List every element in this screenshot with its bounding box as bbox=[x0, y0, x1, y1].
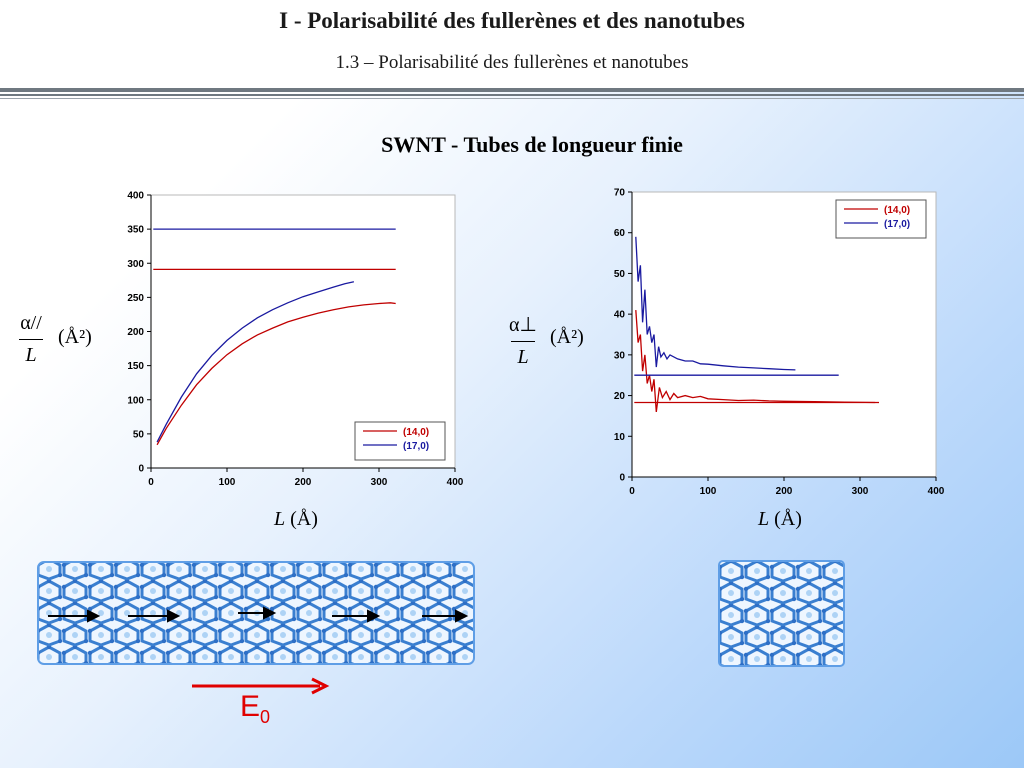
short-nanotube-image bbox=[718, 560, 845, 667]
y-tick-label: 50 bbox=[614, 269, 626, 280]
y-tick-label: 0 bbox=[138, 464, 144, 475]
plot-area bbox=[631, 191, 937, 478]
field-arrow-icon bbox=[192, 677, 330, 695]
slide-subtitle: 1.3 – Polarisabilité des fullerènes et n… bbox=[335, 52, 689, 73]
y-tick-label: 100 bbox=[127, 395, 144, 406]
x-tick-label: 300 bbox=[852, 486, 869, 497]
chart-alpha-perpendicular: 0 10 20 30 40 50 60 70 0 100 200 300 400 (14,0) (17,0) bbox=[614, 188, 945, 498]
y-tick-label: 350 bbox=[127, 225, 144, 236]
header-divider bbox=[0, 88, 1024, 92]
y-tick-label: 10 bbox=[614, 432, 626, 443]
x-tick-label: 200 bbox=[776, 486, 793, 497]
slide-title: I - Polarisabilité des fullerènes et des… bbox=[279, 8, 745, 33]
y-tick-label: 30 bbox=[614, 350, 626, 361]
series-line-(14,0) bbox=[635, 310, 876, 412]
header-divider bbox=[0, 98, 1024, 99]
long-nanotube-image bbox=[37, 561, 475, 665]
y-tick-label: 60 bbox=[614, 228, 626, 239]
legend-label: (14,0) bbox=[403, 427, 429, 438]
right-y-axis-label: α⊥ L (Å²) bbox=[508, 312, 608, 382]
x-axis-label-right: L (Å) bbox=[758, 508, 802, 530]
series-line-(14,0) bbox=[156, 302, 396, 446]
y-tick-label: 50 bbox=[133, 429, 145, 440]
x-tick-label: 200 bbox=[295, 477, 312, 488]
y-tick-label: 200 bbox=[127, 327, 144, 338]
y-tick-label: 20 bbox=[614, 391, 626, 402]
y-label-numerator: α⊥ bbox=[509, 314, 537, 336]
legend-label: (17,0) bbox=[403, 441, 429, 452]
slide-header: I - Polarisabilité des fullerènes et des… bbox=[0, 0, 1024, 99]
legend-box bbox=[835, 199, 927, 239]
y-label-denominator: L bbox=[517, 346, 529, 368]
series-line-(17,0) bbox=[156, 281, 355, 443]
y-tick-label: 150 bbox=[127, 361, 144, 372]
x-tick-label: 0 bbox=[629, 486, 635, 497]
y-tick-label: 250 bbox=[127, 293, 144, 304]
section-title: SWNT - Tubes de longueur finie bbox=[381, 132, 683, 157]
field-label: E0 bbox=[240, 690, 271, 727]
y-tick-label: 400 bbox=[127, 191, 144, 202]
chart-alpha-parallel: 0 50 100 150 200 250 300 350 400 0 100 200 300 400 (14… bbox=[127, 191, 464, 489]
legend-label: (14,0) bbox=[884, 205, 910, 216]
x-axis-label-left: L (Å) bbox=[274, 508, 318, 530]
y-tick-label: 70 bbox=[614, 188, 626, 199]
y-label-numerator: α// bbox=[20, 312, 42, 334]
x-tick-label: 300 bbox=[371, 477, 388, 488]
legend-label: (17,0) bbox=[884, 219, 910, 230]
x-tick-label: 100 bbox=[219, 477, 236, 488]
y-tick-label: 0 bbox=[619, 473, 625, 484]
series-line-(17,0) bbox=[635, 236, 796, 371]
legend-box bbox=[354, 421, 446, 461]
x-tick-label: 400 bbox=[447, 477, 464, 488]
header-divider bbox=[0, 94, 1024, 96]
y-tick-label: 300 bbox=[127, 259, 144, 270]
x-tick-label: 0 bbox=[148, 477, 154, 488]
y-tick-label: 40 bbox=[614, 310, 626, 321]
y-label-unit: (Å²) bbox=[58, 326, 92, 348]
x-tick-label: 100 bbox=[700, 486, 717, 497]
left-y-axis-label: α// L (Å²) bbox=[16, 312, 116, 382]
y-label-unit: (Å²) bbox=[550, 326, 584, 348]
x-tick-label: 400 bbox=[928, 486, 945, 497]
y-label-denominator: L bbox=[25, 344, 37, 366]
